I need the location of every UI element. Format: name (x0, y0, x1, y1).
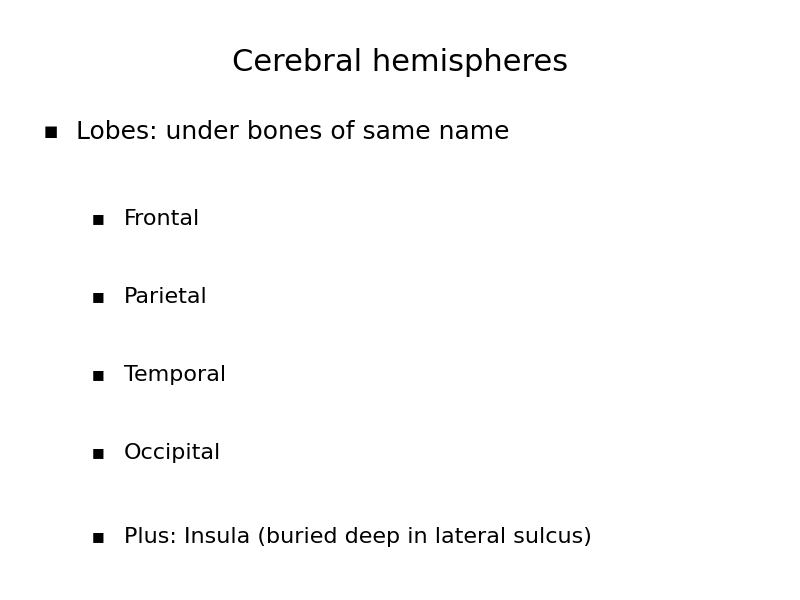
Text: ■: ■ (92, 368, 105, 382)
Text: ■: ■ (92, 530, 105, 544)
Text: Temporal: Temporal (124, 365, 226, 385)
Text: ■: ■ (92, 446, 105, 460)
Text: ■: ■ (44, 124, 58, 139)
Text: ■: ■ (92, 212, 105, 226)
Text: Parietal: Parietal (124, 287, 208, 307)
Text: ■: ■ (92, 290, 105, 304)
Text: Frontal: Frontal (124, 209, 200, 229)
Text: Occipital: Occipital (124, 443, 222, 463)
Text: Plus: Insula (buried deep in lateral sulcus): Plus: Insula (buried deep in lateral sul… (124, 527, 592, 547)
Text: Cerebral hemispheres: Cerebral hemispheres (232, 48, 568, 77)
Text: Lobes: under bones of same name: Lobes: under bones of same name (76, 120, 510, 144)
